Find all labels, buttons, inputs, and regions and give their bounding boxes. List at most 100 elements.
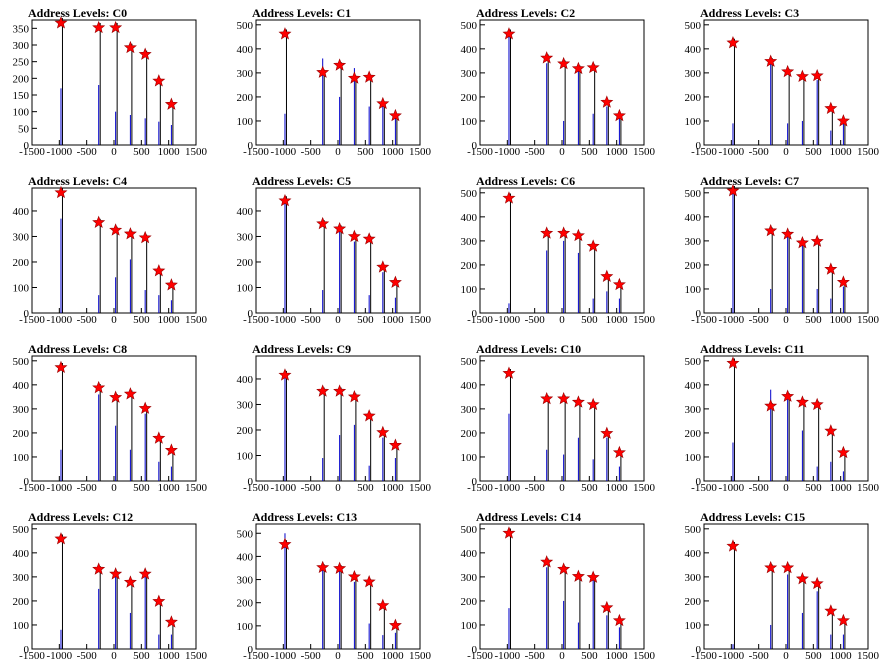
y-tick-label: 300 bbox=[237, 399, 254, 411]
x-tick-label: -1500 bbox=[467, 650, 493, 662]
x-tick-label: 0 bbox=[559, 482, 565, 494]
x-tick-label: -1000 bbox=[270, 650, 296, 662]
peak-star-marker bbox=[333, 561, 347, 574]
peak-star-marker bbox=[612, 277, 626, 291]
chart-svg: Address Levels: C10 0 100 200 300 400 500 -1500… bbox=[461, 342, 656, 494]
peak-star-marker bbox=[571, 228, 585, 242]
plot-frame bbox=[31, 187, 197, 314]
peak-star-marker bbox=[586, 239, 600, 252]
x-tick-label: -500 bbox=[77, 314, 98, 326]
x-tick-label: 1000 bbox=[606, 482, 629, 494]
y-tick-label: 0 bbox=[472, 644, 478, 656]
peak-star-marker bbox=[824, 262, 838, 275]
peak-star-marker bbox=[376, 425, 390, 439]
x-tick-label: 500 bbox=[805, 650, 822, 662]
peak-star-marker bbox=[92, 20, 106, 34]
peak-star-marker bbox=[109, 20, 123, 34]
x-tick-label: 0 bbox=[111, 650, 117, 662]
x-tick-label: 500 bbox=[133, 482, 150, 494]
peak-star-marker bbox=[333, 222, 347, 235]
chart-svg: Address Levels: C60100200300400500-1500-… bbox=[461, 174, 656, 326]
peak-star-marker bbox=[388, 275, 402, 288]
x-tick-label: 1000 bbox=[830, 650, 853, 662]
peak-star-marker bbox=[316, 216, 330, 230]
x-tick-label: 0 bbox=[111, 146, 117, 158]
peak-star-marker bbox=[726, 356, 740, 369]
chart-svg: Address Levels: C11 0 100 200 300 400 500 -1500… bbox=[685, 342, 880, 494]
x-tick-label: 1000 bbox=[606, 146, 629, 158]
peak-star-marker bbox=[600, 95, 614, 108]
peak-star-marker bbox=[764, 399, 778, 412]
y-tick-label: 300 bbox=[13, 40, 30, 52]
x-tick-label: 0 bbox=[783, 146, 789, 158]
peak-star-marker bbox=[781, 389, 795, 402]
chart-panel: Address Levels: C8 0 100 200 300 400 500 -1500-… bbox=[0, 336, 224, 504]
peak-star-marker bbox=[540, 226, 554, 239]
peak-star-marker bbox=[540, 51, 554, 64]
x-tick-label: -500 bbox=[77, 482, 98, 494]
y-tick-label: 0 bbox=[24, 644, 30, 656]
x-tick-label: -1000 bbox=[718, 482, 744, 494]
x-tick-label: 0 bbox=[783, 314, 789, 326]
x-tick-label: 1000 bbox=[382, 650, 405, 662]
peak-star-marker bbox=[152, 264, 166, 277]
peak-star-marker bbox=[612, 108, 626, 122]
y-tick-label: 400 bbox=[461, 212, 478, 224]
x-tick-label: -500 bbox=[525, 314, 546, 326]
x-tick-label: 500 bbox=[357, 482, 374, 494]
peak-star-marker bbox=[92, 215, 106, 228]
peak-star-marker bbox=[810, 68, 824, 82]
peak-star-marker bbox=[836, 613, 850, 627]
chart-svg: Address Levels: C9 0 100 200 300 400 -1500 -100… bbox=[237, 342, 432, 494]
peak-star-marker bbox=[278, 537, 292, 550]
peak-star-marker bbox=[502, 191, 516, 204]
y-tick-label: 500 bbox=[13, 356, 30, 368]
y-tick-label: 400 bbox=[461, 548, 478, 560]
y-tick-label: 200 bbox=[13, 428, 30, 440]
chart-svg: Address Levels: C15 0 100 200 300 400 500 -1500… bbox=[685, 510, 880, 662]
chart-svg: Address Levels: C13 0 100 200 300 400 500 -1500… bbox=[237, 510, 432, 662]
chart-panel: Address Levels: C0 0 50 100 150 200 250 300 350 -… bbox=[0, 0, 224, 168]
x-tick-label: 0 bbox=[335, 146, 341, 158]
x-tick-label: -1500 bbox=[19, 650, 45, 662]
x-tick-label: -500 bbox=[749, 146, 770, 158]
x-tick-label: -1500 bbox=[467, 482, 493, 494]
x-tick-label: 1500 bbox=[633, 314, 656, 326]
y-tick-label: 0 bbox=[248, 644, 254, 656]
peak-star-marker bbox=[810, 397, 824, 411]
y-tick-label: 100 bbox=[461, 116, 478, 128]
x-tick-label: 0 bbox=[559, 314, 565, 326]
peak-star-marker bbox=[164, 97, 178, 110]
x-tick-label: -1000 bbox=[46, 314, 72, 326]
x-tick-label: 500 bbox=[805, 146, 822, 158]
x-tick-label: 1500 bbox=[409, 650, 432, 662]
peak-star-marker bbox=[836, 445, 850, 459]
y-tick-label: 0 bbox=[696, 140, 702, 152]
peak-star-marker bbox=[586, 397, 600, 411]
y-tick-label: 100 bbox=[13, 107, 30, 119]
y-tick-label: 200 bbox=[13, 257, 30, 269]
y-tick-label: 100 bbox=[685, 452, 702, 464]
x-tick-label: 1000 bbox=[158, 482, 181, 494]
x-tick-label: 500 bbox=[581, 314, 598, 326]
chart-svg: Address Levels: C10100200300400500-1500-… bbox=[237, 6, 432, 158]
peak-star-marker bbox=[795, 235, 809, 249]
plot-frame bbox=[703, 355, 869, 482]
chart-panel: Address Levels: C10 0 100 200 300 400 500 -1500… bbox=[448, 336, 672, 504]
peak-star-marker bbox=[810, 576, 824, 590]
y-tick-label: 200 bbox=[13, 596, 30, 608]
peak-star-marker bbox=[347, 229, 361, 242]
peak-star-marker bbox=[109, 390, 123, 403]
peak-star-marker bbox=[316, 384, 330, 397]
x-tick-label: 0 bbox=[559, 650, 565, 662]
peak-star-marker bbox=[278, 368, 292, 381]
chart-panel: Address Levels: C12 0 100 200 300 400 500 -1500… bbox=[0, 504, 224, 672]
y-tick-label: 200 bbox=[13, 73, 30, 85]
chart-panel: Address Levels: C15 0 100 200 300 400 500 -1500… bbox=[672, 504, 896, 672]
y-tick-label: 100 bbox=[685, 620, 702, 632]
y-tick-label: 100 bbox=[237, 282, 254, 294]
y-tick-label: 400 bbox=[685, 380, 702, 392]
y-tick-label: 300 bbox=[237, 68, 254, 80]
y-tick-label: 100 bbox=[13, 620, 30, 632]
y-tick-label: 400 bbox=[685, 44, 702, 56]
